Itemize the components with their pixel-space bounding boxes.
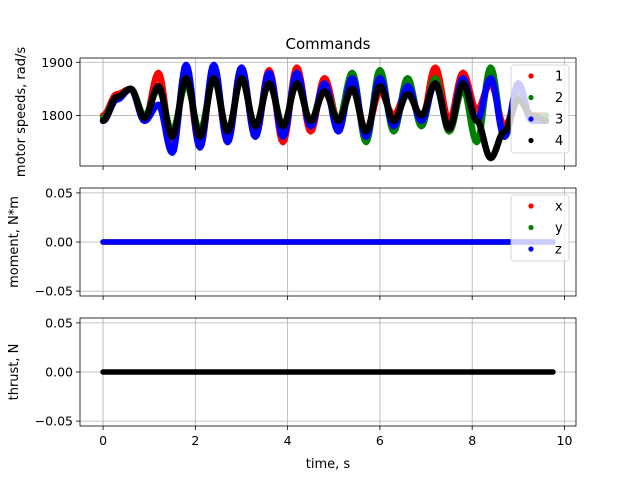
legend-marker-3 [528, 116, 534, 122]
plot-area [99, 61, 550, 162]
legend: 1 2 3 4 [510, 64, 570, 154]
legend-frame [510, 194, 570, 262]
xlabel-time: time, s [306, 457, 351, 472]
y-tick-label: 0.00 [45, 365, 73, 380]
x-tick-label: 6 [376, 433, 384, 448]
chart-title: Commands [286, 35, 371, 53]
x-tick-label: 2 [191, 433, 199, 448]
ylabel-motor-speeds: motor speeds, rad/s [14, 47, 29, 177]
legend-frame [510, 64, 570, 154]
legend-marker-y [528, 224, 534, 231]
legend-label-y: y [555, 221, 563, 236]
y-tick-label: 0.05 [45, 185, 73, 200]
legend-marker-z [528, 246, 534, 252]
axes-frame [79, 187, 577, 297]
axes-frame [79, 57, 577, 167]
legend-label-x: x [555, 200, 563, 215]
legend-label-4: 4 [555, 134, 563, 149]
motor-speeds-axes: 1800 1900 1 2 3 4 [41, 55, 577, 170]
legend-label-2: 2 [555, 91, 563, 106]
legend-marker-x [528, 203, 534, 209]
legend-marker-1 [528, 73, 534, 79]
y-tick-label: 0.05 [45, 315, 73, 330]
legend: xyz [510, 194, 570, 262]
thrust-axes: 0 2 4 6 8 10 −0.05 0.00 0.05 [35, 315, 577, 448]
axes-frame [79, 317, 577, 427]
legend-marker-4 [528, 137, 534, 144]
x-tick-label: 8 [468, 433, 476, 448]
x-tick-label: 4 [284, 433, 292, 448]
x-tick-label: 0 [99, 433, 107, 448]
y-tick-label: 1900 [41, 55, 73, 70]
y-tick-label: −0.05 [35, 414, 73, 429]
legend-label-z: z [555, 243, 562, 258]
legend-marker-2 [528, 94, 534, 101]
legend-label-1: 1 [555, 70, 563, 85]
ylabel-moment: moment, N*m [7, 196, 22, 288]
legend-label-3: 3 [555, 113, 563, 128]
series-4-trace [99, 74, 550, 162]
ylabel-thrust: thrust, N [7, 344, 22, 401]
y-tick-label: 0.00 [45, 235, 73, 250]
y-tick-label: 1800 [41, 108, 73, 123]
moment-axes: −0.05 0.00 0.05 xyz [35, 185, 577, 300]
y-tick-label: −0.05 [35, 284, 73, 299]
x-tick-label: 10 [557, 433, 573, 448]
